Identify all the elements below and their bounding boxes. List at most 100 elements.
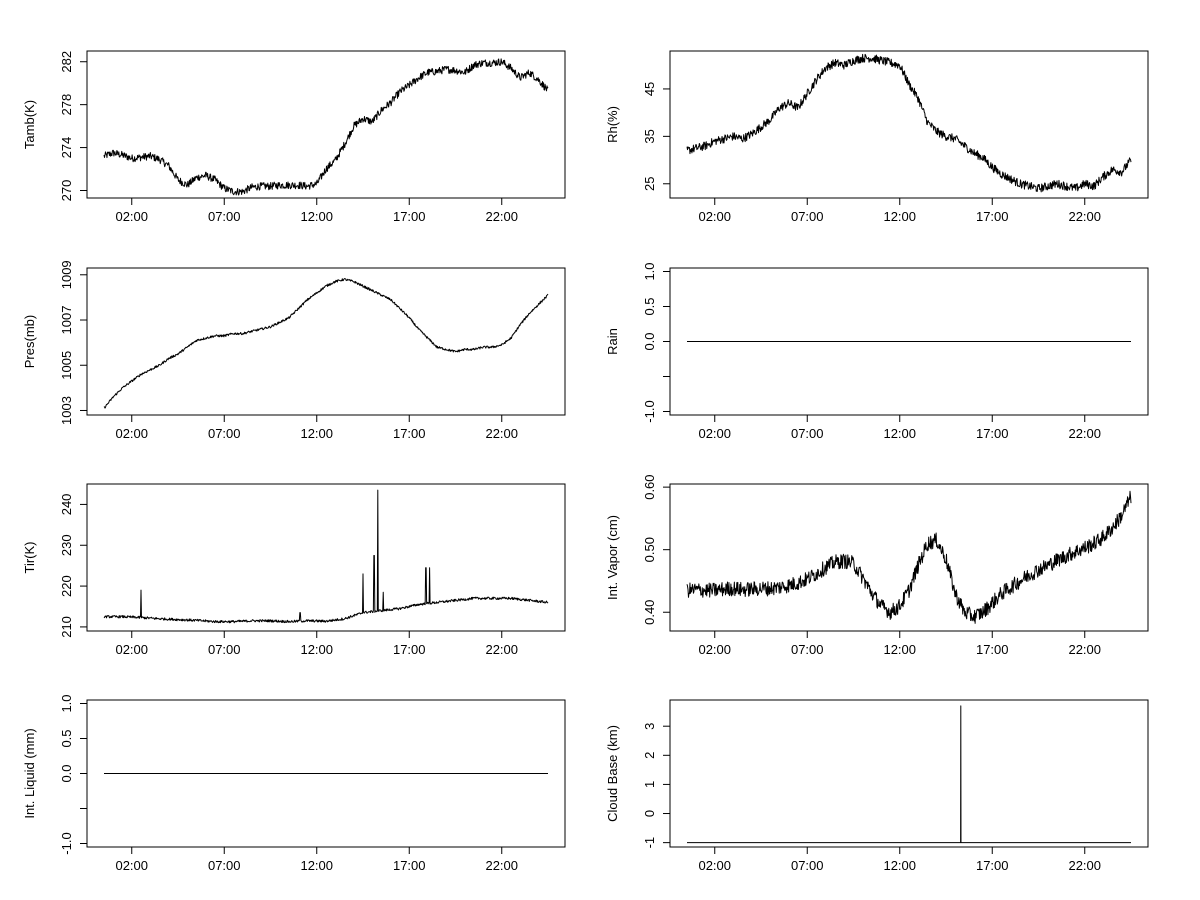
y-tick-label: 0.0: [642, 332, 657, 350]
x-tick-label: 02:00: [698, 642, 731, 657]
y-tick-label: 210: [59, 616, 74, 638]
plot-frame: [669, 50, 1149, 199]
x-tick-label: 02:00: [115, 209, 148, 224]
x-tick-label: 02:00: [115, 858, 148, 873]
plot-frame: [669, 699, 1149, 848]
x-tick-label: 12:00: [883, 426, 916, 441]
y-axis-label: Rain: [605, 328, 620, 355]
x-tick-label: 07:00: [791, 426, 824, 441]
chart-panel: 02:00 07:00 12:00 17:00 22:00 -1 0 1 2 3 Cloud Bas…: [605, 699, 1149, 873]
plot-frame: [86, 483, 566, 632]
x-tick-label: 02:00: [115, 426, 148, 441]
y-tick-label: 1.0: [642, 262, 657, 280]
plot-frame: [86, 50, 566, 199]
x-tick-label: 17:00: [393, 426, 426, 441]
x-tick-label: 07:00: [791, 209, 824, 224]
chart-panel: 02:00 07:00 12:00 17:00 22:00 -1.0 0.0 0.5 1.0 Ra…: [605, 262, 1149, 441]
x-tick-label: 02:00: [698, 426, 731, 441]
x-tick-label: 02:00: [698, 858, 731, 873]
x-tick-label: 02:00: [698, 209, 731, 224]
x-tick-label: 17:00: [976, 642, 1009, 657]
y-tick-label: 0: [642, 810, 657, 817]
x-tick-label: 22:00: [1068, 209, 1101, 224]
y-tick-label: 0.50: [642, 537, 657, 562]
x-tick-label: 22:00: [485, 858, 518, 873]
y-axis-label: Cloud Base (km): [605, 725, 620, 822]
x-tick-label: 17:00: [393, 858, 426, 873]
y-axis-label: Pres(mb): [22, 315, 37, 368]
y-tick-label: 278: [59, 94, 74, 116]
y-tick-label: 282: [59, 51, 74, 73]
x-tick-label: 17:00: [976, 209, 1009, 224]
x-tick-label: 17:00: [976, 426, 1009, 441]
y-tick-label: 3: [642, 723, 657, 730]
chart-panel: 02:00 07:00 12:00 17:00 22:00 0.40 0.50 0.60 Int…: [605, 474, 1149, 657]
y-tick-label: 1: [642, 781, 657, 788]
x-tick-label: 02:00: [115, 642, 148, 657]
data-series-line: [686, 490, 1132, 624]
x-tick-label: 12:00: [883, 858, 916, 873]
x-tick-label: 12:00: [883, 642, 916, 657]
x-tick-label: 22:00: [485, 642, 518, 657]
y-tick-label: -1.0: [642, 400, 657, 422]
y-tick-label: 0.40: [642, 600, 657, 625]
x-tick-label: 17:00: [393, 209, 426, 224]
data-series-line: [103, 489, 549, 624]
y-tick-label: 230: [59, 534, 74, 556]
y-tick-label: 2: [642, 752, 657, 759]
y-axis-label: Int. Liquid (mm): [22, 728, 37, 818]
x-tick-label: 07:00: [791, 642, 824, 657]
data-series-line: [686, 53, 1132, 193]
y-tick-label: 1.0: [59, 694, 74, 712]
y-axis-label: Int. Vapor (cm): [605, 515, 620, 600]
chart-panel: 02:00 07:00 12:00 17:00 22:00 210 220 230 240 Tir…: [22, 483, 566, 657]
y-axis-label: Rh(%): [605, 106, 620, 143]
plot-frame: [86, 267, 566, 416]
y-tick-label: 25: [642, 177, 657, 191]
y-tick-label: 1003: [59, 396, 74, 425]
x-tick-label: 22:00: [1068, 426, 1101, 441]
x-tick-label: 07:00: [791, 858, 824, 873]
x-tick-label: 17:00: [976, 858, 1009, 873]
x-tick-label: 12:00: [300, 642, 333, 657]
chart-panel: 02:00 07:00 12:00 17:00 22:00 270 274 278 282 Tam…: [22, 50, 566, 224]
y-tick-label: 45: [642, 82, 657, 96]
x-tick-label: 22:00: [1068, 642, 1101, 657]
x-tick-label: 12:00: [300, 209, 333, 224]
x-tick-label: 22:00: [1068, 858, 1101, 873]
y-tick-label: 0.60: [642, 474, 657, 499]
data-series-line: [103, 58, 549, 196]
chart-panel: 02:00 07:00 12:00 17:00 22:00 25 35 45 Rh(%): [605, 50, 1149, 224]
x-tick-label: 22:00: [485, 426, 518, 441]
y-tick-label: 220: [59, 575, 74, 597]
y-tick-label: 1005: [59, 351, 74, 380]
x-tick-label: 07:00: [208, 642, 241, 657]
y-tick-label: 240: [59, 494, 74, 516]
y-axis-label: Tir(K): [22, 541, 37, 573]
x-tick-label: 07:00: [208, 209, 241, 224]
plot-frame: [669, 483, 1149, 632]
x-tick-label: 17:00: [393, 642, 426, 657]
y-tick-label: 0.5: [642, 297, 657, 315]
y-tick-label: 1009: [59, 260, 74, 289]
x-tick-label: 07:00: [208, 426, 241, 441]
data-series-line: [103, 278, 549, 409]
y-tick-label: 270: [59, 180, 74, 202]
x-tick-label: 12:00: [300, 426, 333, 441]
chart-panel: 02:00 07:00 12:00 17:00 22:00 1003 1005 1007 100…: [22, 260, 566, 441]
x-tick-label: 12:00: [300, 858, 333, 873]
y-tick-label: -1.0: [59, 832, 74, 854]
y-tick-label: 1007: [59, 306, 74, 335]
x-tick-label: 07:00: [208, 858, 241, 873]
x-tick-label: 12:00: [883, 209, 916, 224]
chart-panel: 02:00 07:00 12:00 17:00 22:00 -1.0 0.0 0.5 1.0 In…: [22, 694, 566, 873]
y-tick-label: 274: [59, 137, 74, 159]
y-tick-label: 35: [642, 129, 657, 143]
data-series-line: [687, 705, 1131, 844]
y-tick-label: 0.0: [59, 764, 74, 782]
x-tick-label: 22:00: [485, 209, 518, 224]
y-tick-label: -1: [642, 837, 657, 849]
y-tick-label: 0.5: [59, 729, 74, 747]
y-axis-label: Tamb(K): [22, 100, 37, 149]
